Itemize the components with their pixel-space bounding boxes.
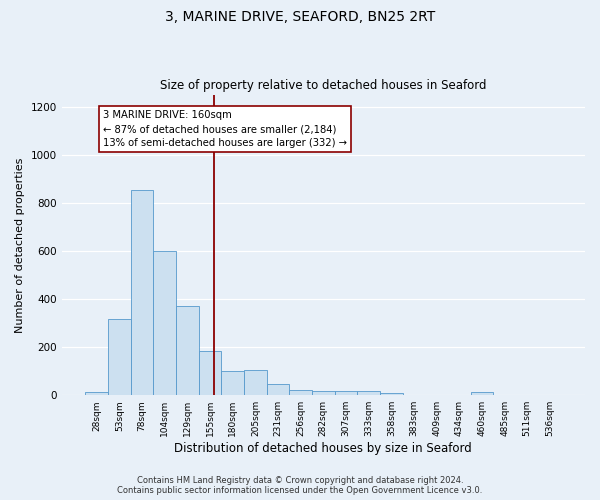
Bar: [470, 392, 493, 395]
Bar: [199, 350, 221, 395]
Bar: [380, 393, 403, 395]
Bar: [176, 306, 199, 395]
X-axis label: Distribution of detached houses by size in Seaford: Distribution of detached houses by size …: [175, 442, 472, 455]
Title: Size of property relative to detached houses in Seaford: Size of property relative to detached ho…: [160, 79, 487, 92]
Bar: [221, 371, 244, 395]
Bar: [358, 391, 380, 395]
Text: Contains HM Land Registry data © Crown copyright and database right 2024.
Contai: Contains HM Land Registry data © Crown c…: [118, 476, 482, 495]
Text: 3 MARINE DRIVE: 160sqm
← 87% of detached houses are smaller (2,184)
13% of semi-: 3 MARINE DRIVE: 160sqm ← 87% of detached…: [103, 110, 347, 148]
Bar: [131, 190, 154, 395]
Bar: [154, 251, 176, 395]
Bar: [85, 392, 108, 395]
Text: 3, MARINE DRIVE, SEAFORD, BN25 2RT: 3, MARINE DRIVE, SEAFORD, BN25 2RT: [165, 10, 435, 24]
Bar: [335, 391, 358, 395]
Bar: [244, 370, 266, 395]
Bar: [312, 391, 335, 395]
Bar: [266, 384, 289, 395]
Y-axis label: Number of detached properties: Number of detached properties: [15, 157, 25, 332]
Bar: [289, 390, 312, 395]
Bar: [108, 320, 131, 395]
